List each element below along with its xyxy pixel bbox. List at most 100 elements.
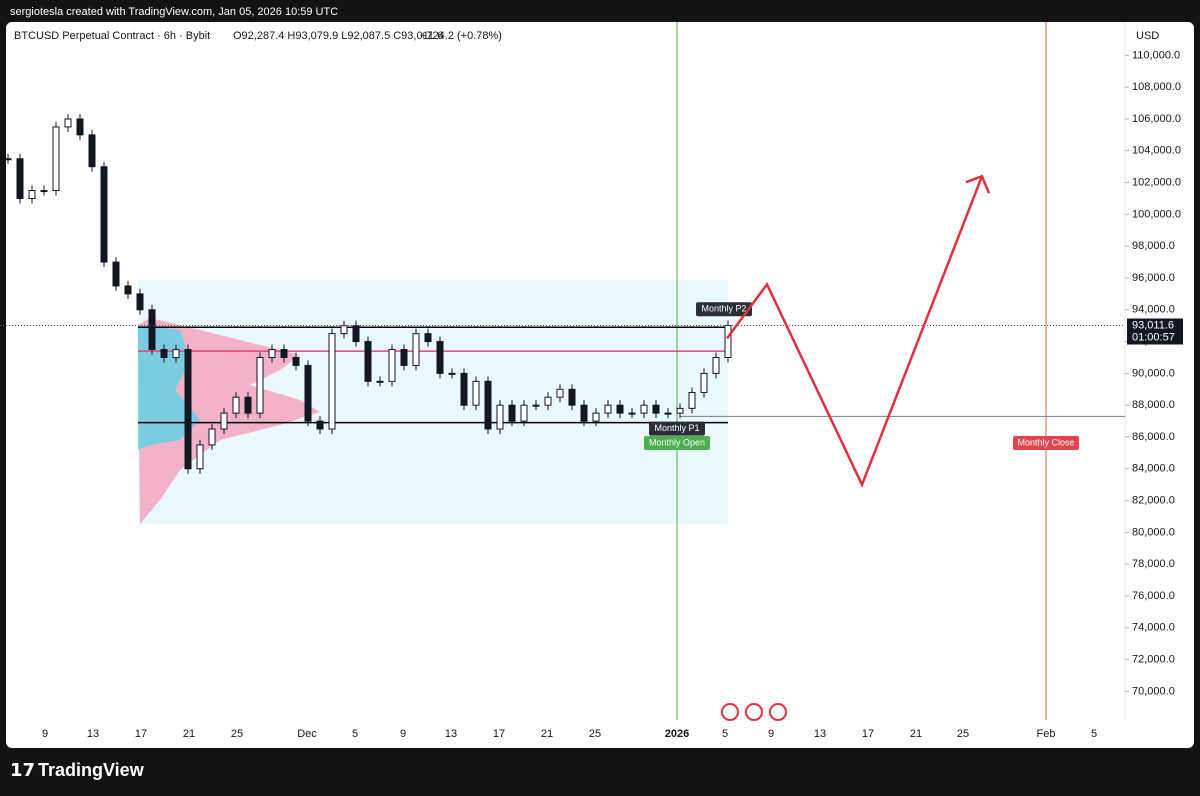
candle	[280, 349, 288, 358]
candle	[100, 166, 108, 263]
candle	[628, 412, 636, 415]
candle	[232, 396, 240, 414]
y-tick-label: 94,000.0	[1132, 304, 1175, 316]
y-tick-label: 82,000.0	[1132, 494, 1175, 506]
y-tick-label: 104,000.0	[1132, 145, 1181, 157]
candle	[556, 388, 564, 398]
header: sergiotesla created with TradingView.com…	[10, 6, 338, 18]
y-tick-label: 98,000.0	[1132, 240, 1175, 252]
candle	[64, 118, 72, 128]
event-icon	[721, 703, 739, 721]
x-tick-label: 17	[135, 728, 147, 740]
candle	[592, 412, 600, 422]
candle	[16, 158, 24, 199]
candle	[304, 364, 312, 422]
candle	[508, 404, 516, 422]
y-tick-label: 84,000.0	[1132, 463, 1175, 475]
candle	[148, 309, 156, 351]
footer-icon: 𝟭𝟳	[10, 760, 35, 780]
currency: USD	[1136, 30, 1159, 42]
level-tag	[649, 421, 705, 436]
event-icon	[769, 703, 787, 721]
y-tick-label: 70,000.0	[1132, 685, 1175, 697]
candle	[652, 404, 660, 414]
annotation-tag	[644, 436, 710, 450]
candle	[448, 372, 456, 375]
candle	[268, 349, 276, 358]
candle	[328, 333, 336, 430]
x-tick-label: 9	[400, 728, 406, 740]
y-tick-label: 110,000.0	[1132, 49, 1180, 61]
symbol: BTCUSD Perpetual Contract · 6h · Bybit	[14, 30, 210, 42]
last-price-tag	[1127, 318, 1183, 345]
x-tick-label: 5	[352, 728, 358, 740]
y-tick-label: 90,000.0	[1132, 367, 1175, 379]
candle	[532, 404, 540, 407]
x-tick-label: 9	[42, 728, 48, 740]
candle	[424, 333, 432, 343]
candle	[472, 380, 480, 406]
candle	[580, 404, 588, 422]
candle	[640, 404, 648, 414]
y-tick-label: 86,000.0	[1132, 431, 1175, 443]
level-label: Monthly P2	[701, 304, 746, 314]
y-tick-label: 80,000.0	[1132, 526, 1175, 538]
candle	[712, 356, 720, 374]
footer-logo: TradingView	[38, 760, 145, 780]
x-tick-label: 17	[862, 728, 874, 740]
candle	[88, 134, 96, 168]
x-tick-label: 25	[231, 728, 243, 740]
candle	[136, 293, 144, 311]
candle	[112, 261, 120, 287]
y-tick-label: 106,000.0	[1132, 113, 1181, 125]
candle	[364, 341, 372, 382]
candle	[160, 349, 168, 358]
projection-arrowhead	[965, 174, 991, 194]
x-tick-label: 2026	[665, 728, 689, 740]
candle	[184, 349, 192, 470]
candle	[244, 396, 252, 414]
candle	[220, 412, 228, 430]
x-tick-label: 21	[183, 728, 195, 740]
y-tick-label: 88,000.0	[1132, 399, 1175, 411]
candle	[436, 341, 444, 374]
candle	[196, 444, 204, 470]
candle	[616, 404, 624, 414]
change: +724.2 (+0.78%)	[420, 30, 502, 42]
candle	[4, 158, 12, 161]
candle	[340, 325, 348, 335]
level-label: Monthly P1	[654, 423, 699, 433]
y-tick-label: 78,000.0	[1132, 558, 1175, 570]
candle	[28, 190, 36, 199]
candle	[40, 190, 48, 193]
y-tick-label: 96,000.0	[1132, 272, 1175, 284]
candle	[604, 404, 612, 414]
ohlc: O92,287.4 H93,079.9 L92,087.5 C93,011.6	[233, 30, 443, 42]
countdown: 01:00:57	[1132, 331, 1175, 343]
candle	[124, 285, 132, 295]
projection	[725, 175, 984, 488]
x-tick-label: Feb	[1037, 728, 1056, 740]
y-tick-label: 108,000.0	[1132, 81, 1181, 93]
last-price-label: 93,011.6	[1132, 319, 1174, 331]
candle	[400, 349, 408, 366]
candle	[208, 428, 216, 446]
candle	[412, 333, 420, 366]
event-icon	[745, 703, 763, 721]
y-tick-label: 100,000.0	[1132, 208, 1181, 220]
x-tick-label: 25	[957, 728, 969, 740]
candle	[76, 118, 84, 136]
x-tick-label: 13	[814, 728, 826, 740]
candle	[172, 349, 180, 358]
candle	[352, 325, 360, 343]
candle	[676, 407, 684, 414]
candle	[496, 404, 504, 430]
candle	[520, 404, 528, 422]
candle	[700, 372, 708, 393]
candle	[724, 325, 732, 358]
x-tick-label: 5	[1091, 728, 1097, 740]
x-tick-label: 5	[722, 728, 728, 740]
x-tick-label: 21	[541, 728, 553, 740]
